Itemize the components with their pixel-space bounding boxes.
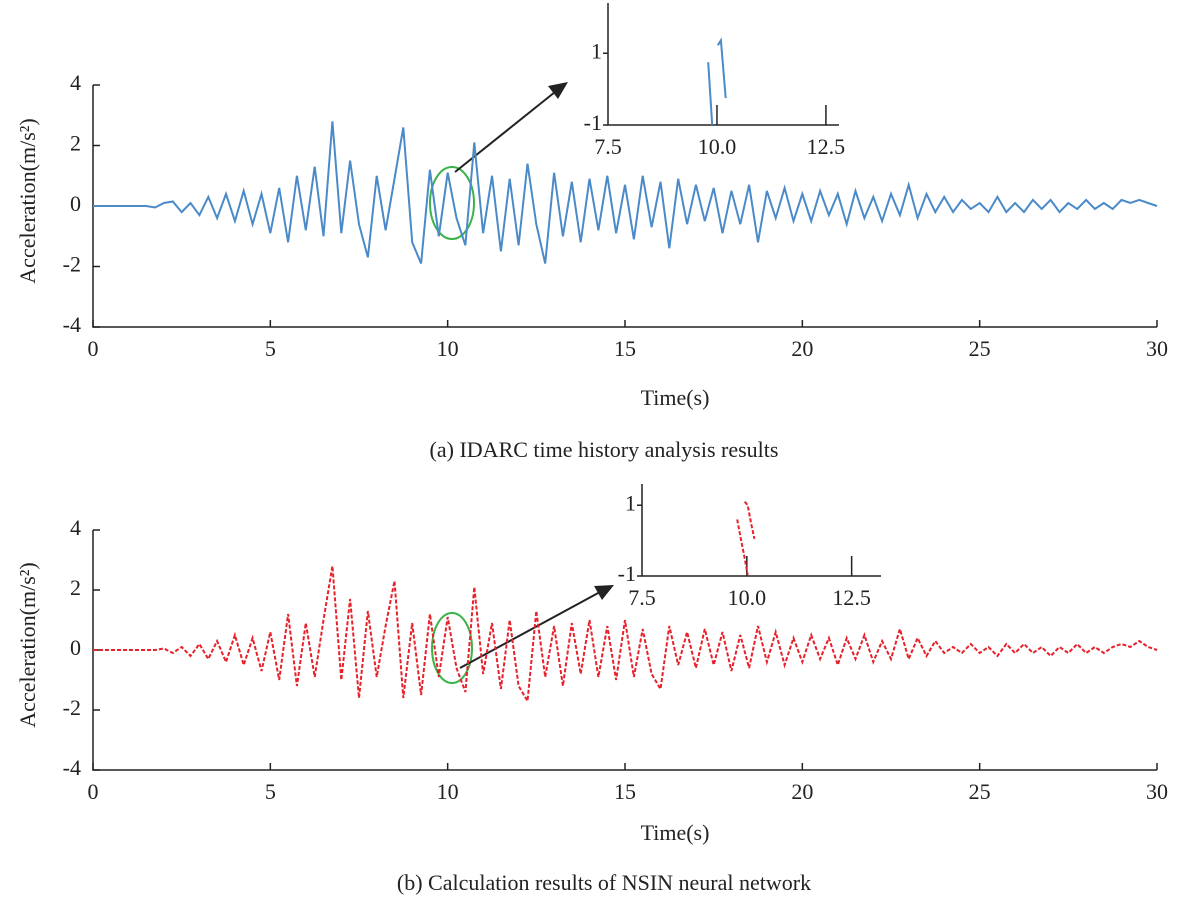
highlight-ellipse <box>431 612 473 684</box>
x-tick-label: 0 <box>88 336 99 361</box>
data-line <box>707 62 714 126</box>
data-line <box>93 565 1158 705</box>
y-tick-label: -2 <box>63 695 81 720</box>
x-tick-label: 12.5 <box>807 134 846 159</box>
x-tick-label: 25 <box>969 336 991 361</box>
y-axis-label: Acceleration(m/s²) <box>15 118 40 283</box>
y-tick-label: -4 <box>63 312 81 337</box>
y-tick-label: 2 <box>70 131 81 156</box>
y-tick-label: -4 <box>63 755 81 780</box>
data-line <box>736 519 749 576</box>
y-tick-label: 0 <box>70 635 81 660</box>
arrow-head <box>594 585 614 600</box>
x-tick-label: 5 <box>265 336 276 361</box>
axis-line <box>641 484 881 577</box>
x-axis-label: Time(s) <box>641 820 710 845</box>
highlight-ellipse <box>429 166 475 240</box>
axis-line <box>92 85 1157 328</box>
x-tick-label: 15 <box>614 336 636 361</box>
x-tick-label: 12.5 <box>832 585 871 610</box>
x-axis-label: Time(s) <box>641 385 710 410</box>
y-tick-label: -2 <box>63 252 81 277</box>
x-tick-label: 15 <box>614 779 636 804</box>
y-tick-label: 2 <box>70 575 81 600</box>
data-line <box>743 501 756 540</box>
x-tick-label: 10.0 <box>728 585 767 610</box>
x-tick-label: 30 <box>1146 779 1168 804</box>
y-axis-label: Acceleration(m/s²) <box>15 562 40 727</box>
x-tick-label: 5 <box>265 779 276 804</box>
x-tick-label: 25 <box>969 779 991 804</box>
y-tick-label: 0 <box>70 191 81 216</box>
data-line <box>93 121 1158 264</box>
caption: (a) IDARC time history analysis results <box>430 437 779 462</box>
x-tick-label: 30 <box>1146 336 1168 361</box>
arrow <box>454 91 556 173</box>
y-tick-label: -1 <box>618 561 636 586</box>
y-tick-label: 4 <box>70 70 81 95</box>
x-tick-label: 20 <box>791 779 813 804</box>
x-tick-label: 20 <box>791 336 813 361</box>
data-line <box>716 37 727 99</box>
caption: (b) Calculation results of NSIN neural n… <box>397 870 811 895</box>
arrow <box>459 591 601 669</box>
x-tick-label: 7.5 <box>628 585 656 610</box>
y-tick-label: 1 <box>625 490 636 515</box>
x-tick-label: 10 <box>437 779 459 804</box>
x-tick-label: 0 <box>88 779 99 804</box>
x-tick-label: 7.5 <box>594 134 622 159</box>
y-tick-label: -1 <box>584 110 602 135</box>
x-tick-label: 10 <box>437 336 459 361</box>
y-tick-label: 4 <box>70 515 81 540</box>
y-tick-label: 1 <box>591 38 602 63</box>
x-tick-label: 10.0 <box>698 134 737 159</box>
arrow-head <box>548 82 568 99</box>
